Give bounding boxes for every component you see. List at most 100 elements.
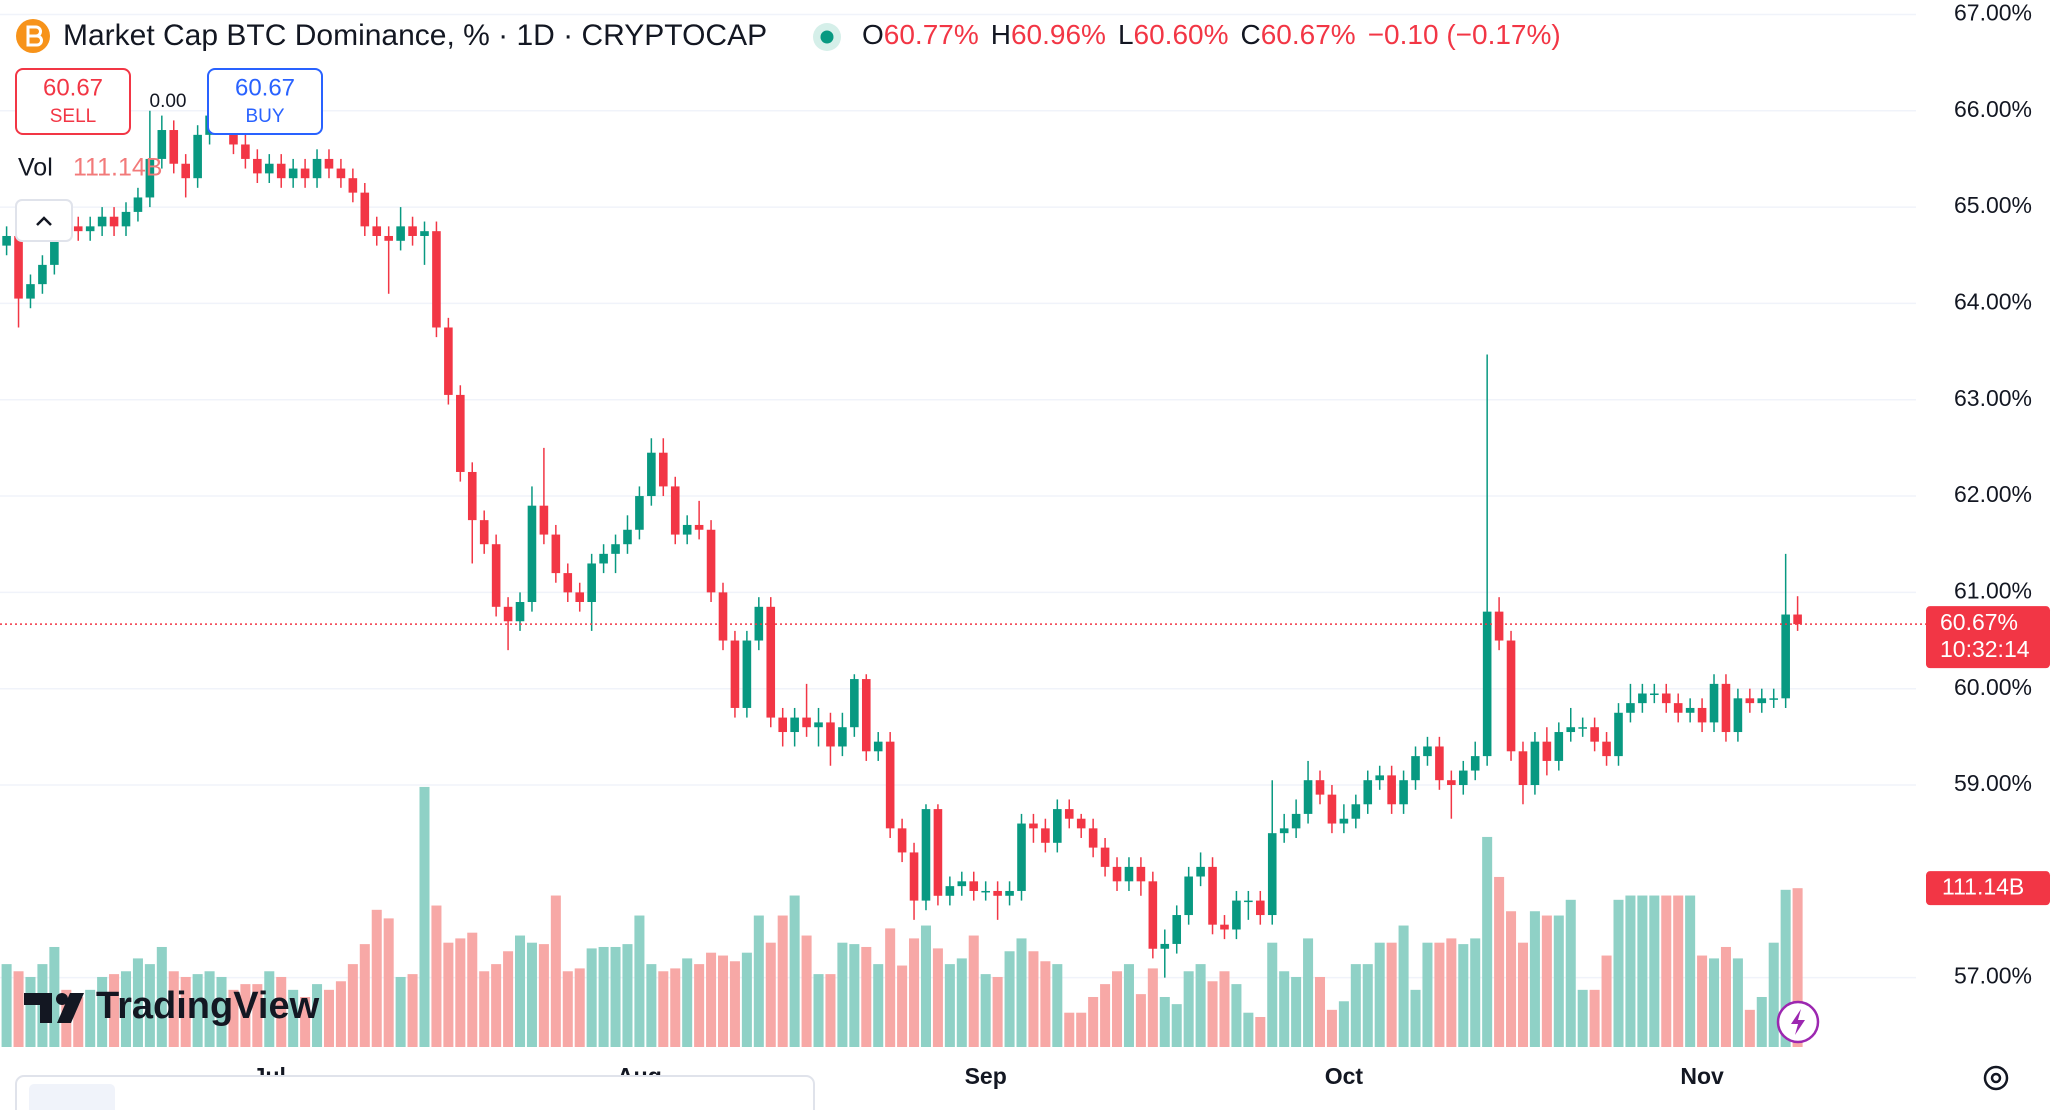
sell-box[interactable] (15, 68, 131, 135)
y-tick-label: 62.00% (1954, 481, 2032, 507)
candle-body (1566, 727, 1576, 733)
volume-bar (670, 968, 681, 1047)
buy-button[interactable]: 60.67 BUY (207, 68, 323, 135)
volume-bar (216, 976, 227, 1047)
volume-bar (610, 946, 621, 1047)
volume-bar (1076, 1012, 1087, 1047)
volume-bar (1088, 996, 1099, 1047)
volume-bar (1673, 895, 1684, 1047)
volume-bar (156, 946, 167, 1047)
spread: 0.00 (150, 91, 187, 112)
volume-bar (1589, 989, 1600, 1047)
candle-body (1423, 746, 1432, 757)
candle-body (539, 505, 549, 535)
volume-bar (1219, 971, 1230, 1047)
volume-bar (467, 932, 478, 1047)
candle-body (384, 235, 393, 241)
candle-body (1160, 943, 1170, 949)
candle-body (1327, 794, 1337, 824)
candle-body (1112, 866, 1122, 882)
candle-body (981, 890, 990, 893)
candle-body (1267, 833, 1277, 916)
collapse-chevron[interactable] (36, 216, 52, 226)
volume-bar (1565, 899, 1576, 1047)
buy-box[interactable] (207, 68, 323, 135)
candle-body (766, 606, 776, 718)
volume-bar (347, 964, 358, 1047)
candle-body (1076, 818, 1086, 829)
candle-body (957, 881, 967, 887)
candle-body (623, 529, 632, 545)
overlay: Market Cap BTC Dominance, % · 1D · CRYPT… (15, 19, 2009, 1091)
candle-body (1124, 866, 1134, 882)
collapse-button[interactable] (15, 199, 73, 242)
volume-bar (455, 938, 466, 1047)
volume-bar (73, 996, 84, 1047)
candle-body (575, 592, 585, 603)
volume-bar (574, 968, 585, 1047)
candle-body (1793, 614, 1802, 625)
volume-bar (1064, 1012, 1075, 1047)
candle-body (1709, 683, 1719, 723)
candle-body (1136, 866, 1146, 882)
collapse-box[interactable] (15, 199, 73, 242)
volume-bar (1613, 899, 1624, 1047)
x-tick-label: Oct (1325, 1063, 1364, 1089)
volume-bar (1100, 984, 1111, 1047)
candle-body (1196, 866, 1205, 877)
volume-bar (1243, 1012, 1254, 1047)
buy-label[interactable]: BUY (245, 106, 284, 127)
volume-bar (144, 964, 155, 1047)
candle-body (26, 284, 35, 299)
volume-bar (909, 938, 920, 1047)
candle-body (814, 722, 823, 728)
settings-icon[interactable] (1990, 1072, 2002, 1084)
candle-body (587, 563, 596, 603)
sell-button[interactable]: 60.67 SELL (15, 68, 131, 135)
candle-body (408, 226, 417, 236)
volume-bar (729, 961, 740, 1047)
volume-bar (1374, 942, 1385, 1047)
candle-body (1733, 698, 1743, 733)
volume-bar (1004, 951, 1015, 1047)
candle-body (1399, 780, 1408, 805)
last-price-tag (1926, 606, 2050, 669)
volume-bar (1541, 915, 1552, 1047)
candle-body (1029, 823, 1038, 829)
legend-key: O (862, 19, 884, 50)
candle-body (838, 727, 847, 747)
settings-icon[interactable] (1983, 1065, 2009, 1091)
volume-bar (49, 946, 60, 1047)
brand-logo: TradingView (24, 985, 320, 1027)
volume-bar (312, 984, 323, 1047)
candle-body (1506, 640, 1516, 752)
volume-bar (407, 974, 418, 1047)
volume-bar (240, 984, 251, 1047)
candle-body (1005, 890, 1014, 896)
candle-body (1482, 611, 1492, 757)
flash-icon[interactable] (1791, 1009, 1805, 1035)
candle-body (1530, 741, 1540, 786)
candle-body (420, 231, 429, 236)
legend-key: C (1241, 19, 1261, 50)
volume-bar (1649, 895, 1660, 1047)
candle-body (1339, 818, 1349, 824)
volume-bar (825, 974, 836, 1047)
settings-button[interactable] (1983, 1065, 2009, 1091)
candle-body (1745, 698, 1755, 704)
flash-button[interactable] (1776, 1000, 1820, 1044)
buy-price[interactable]: 60.67 (235, 74, 295, 101)
volume-bar (1123, 964, 1134, 1047)
volume-bar (264, 971, 275, 1047)
candle-body (790, 717, 799, 733)
sell-price[interactable]: 60.67 (43, 74, 103, 101)
y-tick-label: 59.00% (1954, 770, 2032, 796)
candle-body (1172, 915, 1182, 944)
sell-label[interactable]: SELL (50, 106, 96, 127)
candle-body (1673, 703, 1683, 713)
candle-body (1363, 780, 1373, 805)
candle-body (659, 452, 668, 487)
volume-bar (276, 976, 287, 1047)
candle-body (1626, 703, 1635, 713)
last-price-label: 60.67% (1940, 609, 2018, 635)
